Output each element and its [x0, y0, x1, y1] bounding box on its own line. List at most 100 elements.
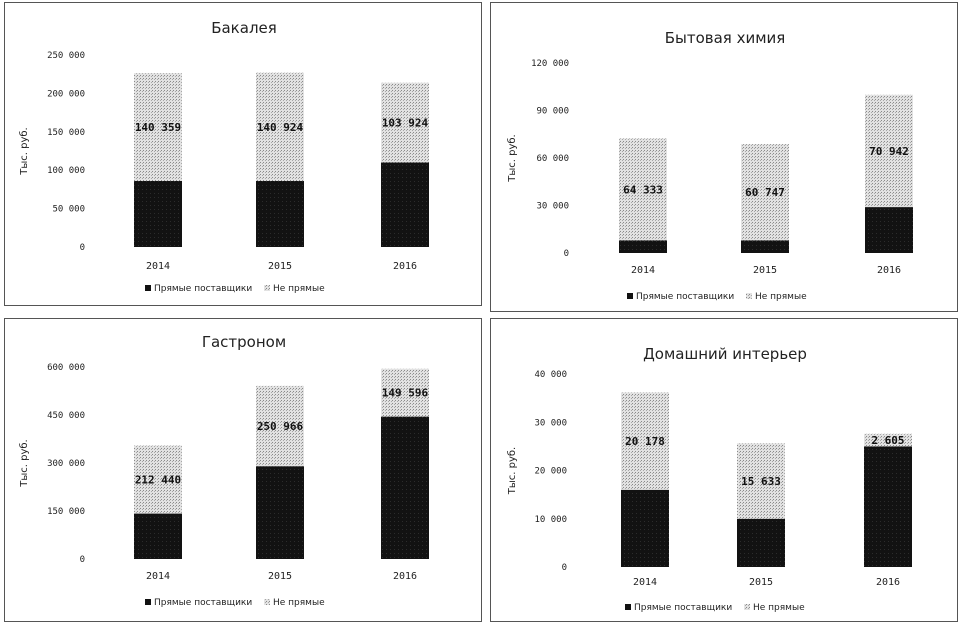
bar-direct-2016 — [865, 207, 913, 253]
chart-panel-gastronom: Гастроном Тыс. руб. 0 150 000 300 000 450 000… — [4, 318, 482, 622]
x-tick-label: 2014 — [146, 571, 170, 582]
chart-title: Бытовая химия — [665, 29, 786, 47]
x-tick-label: 2016 — [877, 265, 901, 276]
y-tick-label: 0 — [80, 243, 85, 253]
y-tick-label: 40 000 — [534, 370, 567, 380]
legend-label: Прямые поставщики — [154, 284, 252, 294]
bar-indirect-2014 — [134, 73, 182, 181]
chart-panel-domashniy-interyer: Домашний интерьер Тыс. руб. 0 10 000 20 000 3… — [490, 318, 958, 622]
legend-label: Не прямые — [753, 603, 805, 613]
legend-swatch — [744, 604, 750, 610]
bar-direct-2016 — [864, 446, 912, 567]
legend-swatch — [264, 599, 270, 605]
y-tick-label: 50 000 — [52, 205, 85, 215]
bar-indirect-2015 — [256, 72, 304, 181]
chart-panel-bakaleya: Бакалея Тыс. руб. 0 50 000 100 000 150 000 200… — [4, 2, 482, 306]
bar-indirect-2016 — [381, 82, 429, 163]
y-axis-label: Тыс. руб. — [507, 134, 518, 182]
chart-svg-gastronom: Гастроном Тыс. руб. 0 150 000 300 000 450 000… — [19, 333, 429, 608]
y-tick-label: 10 000 — [534, 515, 567, 525]
y-tick-label: 20 000 — [534, 467, 567, 477]
y-tick-label: 150 000 — [47, 507, 85, 517]
legend-label: Прямые поставщики — [634, 603, 732, 613]
bar-indirect-2014 — [621, 392, 669, 490]
y-tick-label: 200 000 — [47, 89, 85, 99]
legend-label: Прямые поставщики — [636, 292, 734, 302]
y-tick-label: 300 000 — [47, 459, 85, 469]
bar-direct-2015 — [256, 466, 304, 559]
bar-direct-2015 — [256, 180, 304, 247]
bar-direct-2014 — [134, 513, 182, 559]
legend-swatch — [264, 285, 270, 291]
legend-swatch — [746, 293, 752, 299]
data-label: 250 966 — [257, 420, 304, 433]
chart-svg-bytovaya-khimiya: Бытовая химия Тыс. руб. 0 30 000 60 000 90 00… — [507, 29, 913, 302]
data-label: 60 747 — [745, 186, 785, 199]
legend-swatch — [625, 604, 631, 610]
y-tick-label: 30 000 — [534, 418, 567, 428]
y-tick-label: 450 000 — [47, 411, 85, 421]
y-tick-label: 600 000 — [47, 363, 85, 373]
x-tick-label: 2015 — [749, 577, 773, 588]
x-tick-label: 2015 — [268, 571, 292, 582]
x-tick-label: 2016 — [876, 577, 900, 588]
data-label: 2 605 — [871, 434, 904, 447]
bar-indirect-2016 — [381, 368, 429, 417]
bar-direct-2016 — [381, 416, 429, 559]
y-axis-label: Тыс. руб. — [19, 127, 30, 175]
legend-swatch — [145, 599, 151, 605]
data-label: 20 178 — [625, 435, 665, 448]
y-tick-label: 100 000 — [47, 166, 85, 176]
bar-indirect-2015 — [256, 385, 304, 467]
x-tick-label: 2015 — [753, 265, 777, 276]
y-tick-label: 30 000 — [536, 202, 569, 212]
y-axis-label: Тыс. руб. — [19, 439, 30, 487]
data-label: 15 633 — [741, 475, 781, 488]
bar-indirect-2014 — [134, 445, 182, 514]
bar-direct-2015 — [737, 518, 785, 567]
legend-label: Прямые поставщики — [154, 598, 252, 608]
y-tick-label: 0 — [562, 563, 567, 573]
y-tick-label: 90 000 — [536, 107, 569, 117]
y-axis-label: Тыс. руб. — [507, 447, 518, 495]
legend-label: Не прямые — [755, 292, 807, 302]
bar-direct-2016 — [381, 162, 429, 247]
legend-label: Не прямые — [273, 284, 325, 294]
data-label: 140 359 — [135, 121, 181, 134]
y-tick-label: 250 000 — [47, 51, 85, 61]
chart-title: Домашний интерьер — [643, 345, 807, 363]
data-label: 212 440 — [135, 474, 181, 487]
data-label: 149 596 — [382, 387, 429, 400]
bar-indirect-2015 — [737, 443, 785, 519]
y-tick-label: 120 000 — [531, 59, 569, 69]
x-tick-label: 2014 — [146, 261, 170, 272]
chart-svg-domashniy-interyer: Домашний интерьер Тыс. руб. 0 10 000 20 000 3… — [507, 345, 912, 613]
bar-indirect-2016 — [864, 433, 912, 447]
x-tick-label: 2016 — [393, 261, 417, 272]
bar-direct-2014 — [134, 180, 182, 247]
chart-title: Гастроном — [202, 333, 286, 351]
chart-svg-bakaleya: Бакалея Тыс. руб. 0 50 000 100 000 150 000 200… — [19, 19, 429, 294]
y-tick-label: 0 — [80, 555, 85, 565]
y-tick-label: 150 000 — [47, 128, 85, 138]
data-label: 64 333 — [623, 183, 663, 196]
bar-indirect-2015 — [741, 144, 789, 241]
x-tick-label: 2014 — [633, 577, 657, 588]
bar-direct-2015 — [741, 240, 789, 253]
data-label: 70 942 — [869, 145, 909, 158]
legend-swatch — [145, 285, 151, 291]
y-tick-label: 0 — [564, 249, 569, 259]
x-tick-label: 2014 — [631, 265, 655, 276]
bar-indirect-2014 — [619, 138, 667, 241]
data-label: 103 924 — [382, 117, 429, 130]
legend-label: Не прямые — [273, 598, 325, 608]
chart-panel-bytovaya-khimiya: Бытовая химия Тыс. руб. 0 30 000 60 000 90 00… — [490, 2, 958, 312]
bar-direct-2014 — [619, 240, 667, 253]
y-tick-label: 60 000 — [536, 154, 569, 164]
data-label: 140 924 — [257, 121, 304, 134]
legend-swatch — [627, 293, 633, 299]
chart-title: Бакалея — [211, 19, 277, 37]
x-tick-label: 2015 — [268, 261, 292, 272]
bar-indirect-2016 — [865, 94, 913, 208]
x-tick-label: 2016 — [393, 571, 417, 582]
